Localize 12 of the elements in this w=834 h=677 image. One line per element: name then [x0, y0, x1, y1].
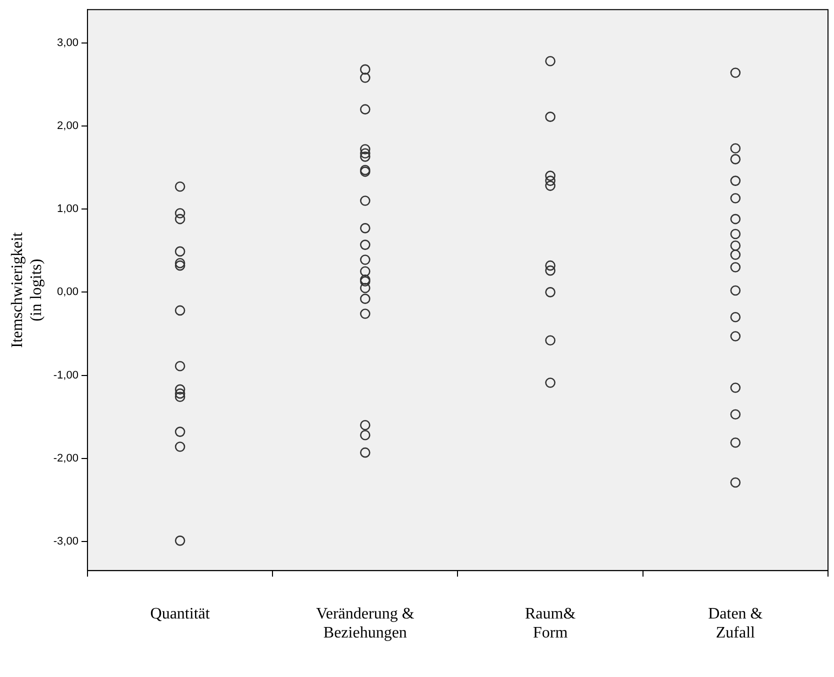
- x-tick-label: Quantität: [150, 605, 210, 622]
- y-tick-label: -1,00: [53, 369, 78, 382]
- x-tick-label: Veränderung & Beziehungen: [316, 605, 415, 642]
- y-tick-label: -3,00: [53, 536, 78, 548]
- y-tick-label: 1,00: [57, 203, 78, 216]
- x-tick-label: Raum& Form: [524, 605, 576, 642]
- y-tick-label: 3,00: [57, 36, 78, 49]
- y-tick-label: -2,00: [53, 452, 78, 464]
- x-tick-label: Daten & Zufall: [708, 605, 764, 642]
- y-tick-label: 0,00: [57, 286, 78, 298]
- y-tick-label: 2,00: [57, 120, 78, 132]
- y-axis-title: Itemschwierigkeit (in logits): [8, 232, 46, 348]
